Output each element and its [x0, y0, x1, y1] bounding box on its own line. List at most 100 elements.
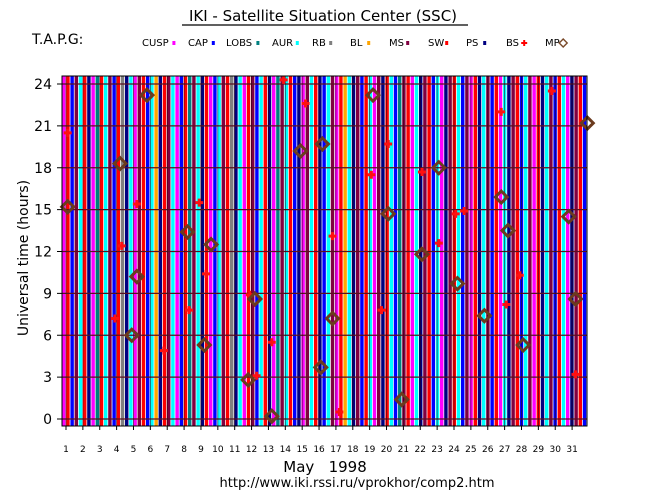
legend-swatch	[172, 41, 176, 45]
magnetopause-point	[128, 268, 145, 285]
x-tick-label: 10	[212, 445, 224, 455]
x-tick-label: 3	[97, 445, 103, 455]
legend-label: CUSP	[142, 38, 169, 49]
x-tick-label: 18	[347, 445, 359, 455]
plot-area	[59, 75, 596, 427]
legend-swatch	[295, 41, 299, 45]
magnetopause-point	[380, 205, 397, 222]
bow-shock-point	[110, 314, 119, 323]
legend-label: LOBS	[226, 38, 252, 49]
bow-shock-point	[335, 408, 344, 417]
y-tick-label: 15	[34, 203, 52, 219]
bow-shock-point	[497, 107, 506, 116]
magnetopause-point	[324, 310, 341, 327]
bow-shock-point	[202, 269, 211, 278]
x-tick-label: 1	[63, 445, 69, 455]
legend-swatch	[445, 41, 449, 45]
legend-label: MS	[389, 38, 404, 49]
x-tick-label: 26	[482, 445, 494, 455]
bow-shock-point	[460, 207, 469, 216]
magnetopause-markers	[59, 87, 596, 425]
magnetopause-point	[413, 246, 431, 263]
x-axis: 1 2 3 4 5 6 7 8 9 10 11 12 13 14 15 16 17 18 19 20 21 22 23 24 2…	[63, 426, 578, 455]
legend-label: RB	[312, 38, 326, 49]
legend-label: AUR	[272, 38, 293, 49]
magnetopause-point	[59, 198, 76, 215]
footer-url: http://www.iki.rssi.ru/vprokhor/comp2.ht…	[220, 476, 495, 491]
x-tick-label: 23	[431, 445, 442, 455]
y-tick-label: 18	[34, 161, 52, 177]
legend-swatch	[558, 38, 569, 48]
x-tick-label: 28	[516, 445, 528, 455]
bow-shock-point	[267, 338, 276, 347]
magnetopause-point	[499, 222, 517, 239]
magnetopause-point	[240, 371, 257, 389]
magnetopause-point	[430, 159, 447, 176]
x-tick-label: 16	[313, 445, 325, 455]
x-tick-label: 22	[415, 445, 426, 455]
legend-swatch	[483, 41, 487, 45]
x-tick-label: 25	[465, 445, 476, 455]
legend-label: CAP	[188, 38, 208, 49]
bow-shock-point	[417, 167, 426, 176]
bow-shock-point	[279, 75, 288, 84]
magnetopause-point	[312, 359, 329, 376]
y-axis-label: Universal time (hours)	[16, 180, 32, 336]
bow-shock-point	[571, 370, 580, 379]
legend: CUSP CAP LOBS AUR RB BL MS SW PS BS MP	[142, 38, 569, 49]
y-axis: 0 3 6 9 12 15 18 21 24	[34, 77, 62, 428]
x-tick-label: 7	[164, 445, 170, 455]
x-tick-label: 29	[533, 445, 545, 455]
magnetopause-point	[263, 408, 280, 425]
x-tick-label: 15	[296, 445, 307, 455]
y-tick-label: 6	[43, 328, 52, 344]
magnetopause-point	[449, 275, 466, 292]
magnetopause-point	[476, 307, 493, 324]
x-tick-label: 2	[80, 445, 86, 455]
bow-shock-point	[159, 346, 168, 355]
x-tick-label: 30	[550, 445, 562, 455]
legend-label: BS	[506, 38, 519, 49]
magnetopause-point	[196, 336, 213, 354]
legend-label: PS	[466, 38, 478, 49]
bow-shock-point	[195, 198, 204, 207]
x-tick-label: 24	[448, 445, 460, 455]
bow-shock-point	[117, 241, 126, 250]
bow-shock-point	[451, 209, 460, 218]
x-tick-label: 21	[398, 445, 409, 455]
x-axis-label: May 1998	[283, 458, 367, 476]
bow-shock-point	[328, 232, 337, 241]
x-tick-label: 9	[198, 445, 204, 455]
bow-shock-point	[515, 271, 524, 280]
bow-shock-point	[367, 170, 376, 179]
x-tick-label: 8	[181, 445, 187, 455]
legend-label: SW	[428, 38, 444, 49]
legend-swatch	[406, 41, 410, 45]
legend-swatch	[329, 41, 333, 45]
y-tick-label: 9	[43, 286, 52, 302]
y-tick-label: 0	[43, 412, 52, 428]
bow-shock-markers	[63, 75, 580, 417]
bow-shock-point	[377, 306, 386, 315]
magnetopause-point	[364, 87, 382, 104]
magnetopause-point	[314, 135, 331, 153]
x-tick-label: 14	[280, 445, 292, 455]
bow-shock-point	[63, 128, 72, 137]
x-tick-label: 31	[566, 445, 577, 455]
legend-swatch	[256, 41, 260, 45]
x-tick-label: 27	[499, 445, 510, 455]
bow-shock-point	[502, 300, 511, 309]
magnetopause-point	[393, 391, 410, 408]
magnetopause-point	[560, 208, 577, 225]
legend-swatch	[211, 41, 215, 45]
x-tick-label: 19	[364, 445, 376, 455]
bow-shock-point	[132, 200, 141, 209]
legend-label: MP	[545, 38, 560, 49]
y-tick-label: 3	[43, 370, 52, 386]
x-tick-label: 4	[114, 445, 120, 455]
magnetopause-point	[202, 236, 220, 253]
magnetopause-point	[138, 87, 156, 104]
bow-shock-point	[185, 306, 194, 315]
chart-title: IKI - Satellite Situation Center (SSC)	[189, 7, 457, 25]
